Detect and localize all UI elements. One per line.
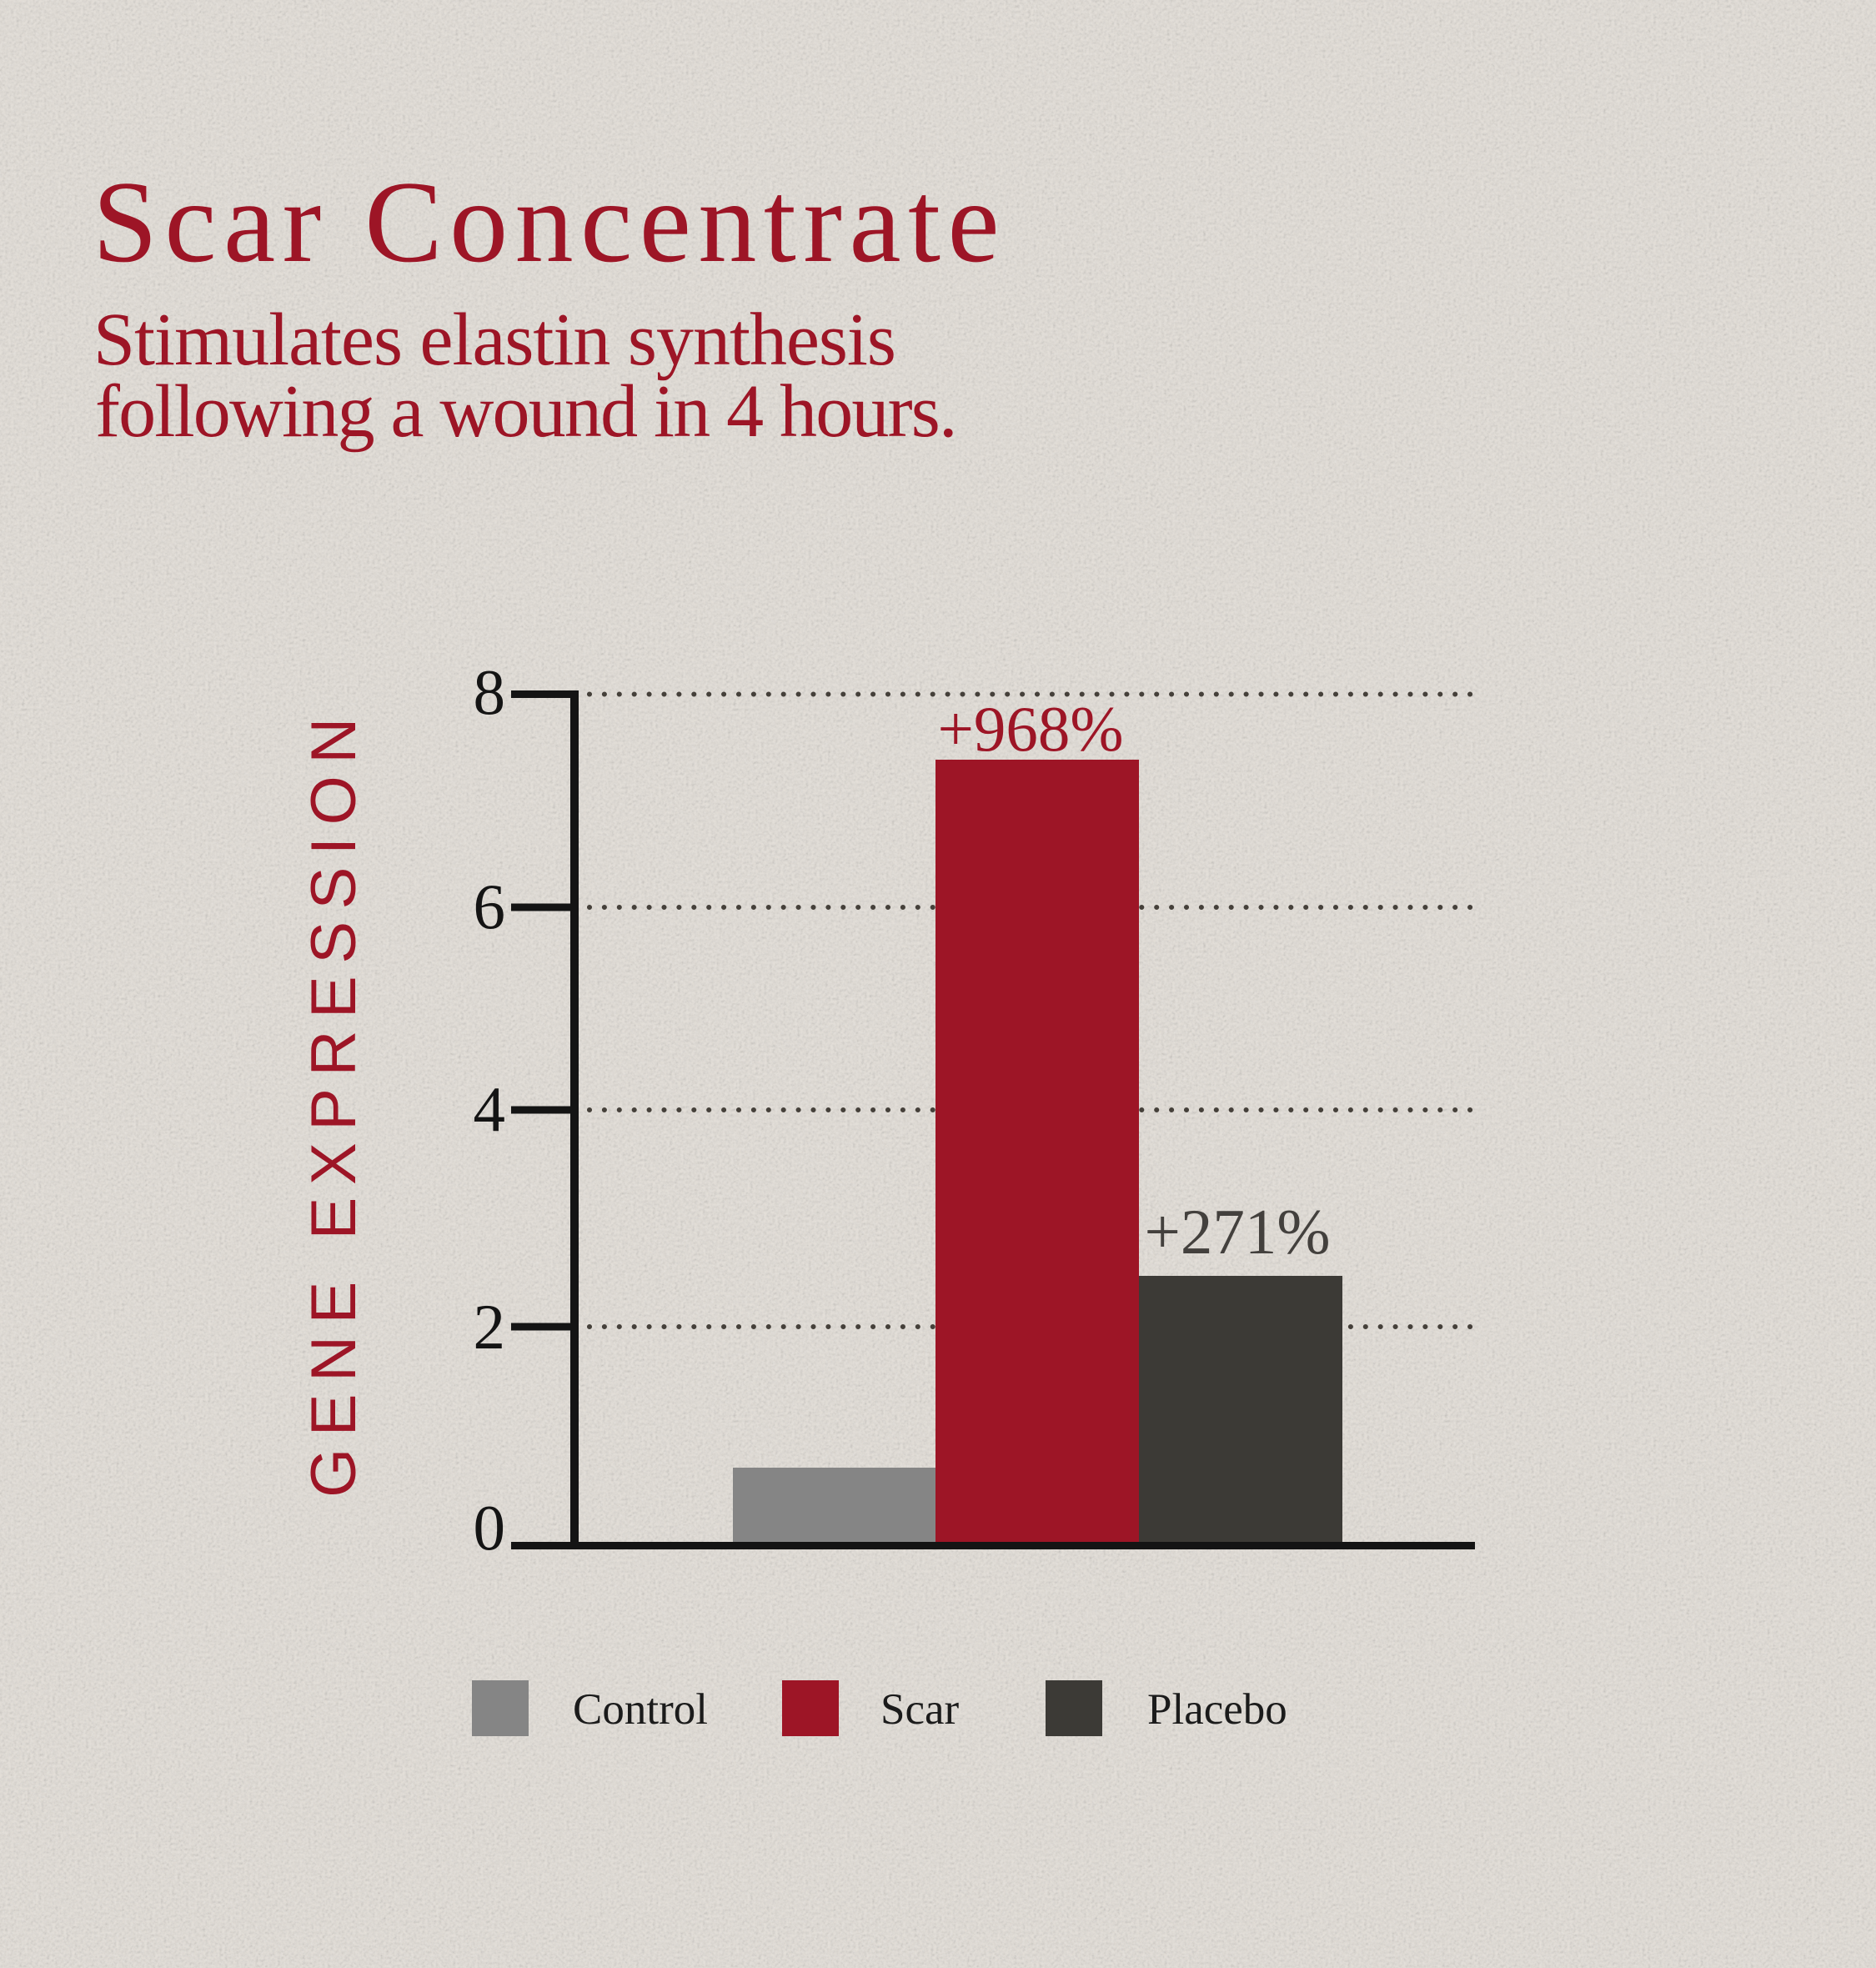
svg-text:6: 6 — [474, 871, 506, 942]
svg-text:4: 4 — [474, 1073, 506, 1145]
svg-text:8: 8 — [474, 656, 506, 728]
svg-text:0: 0 — [474, 1492, 506, 1564]
svg-text:Control: Control — [573, 1685, 708, 1734]
svg-text:+968%: +968% — [937, 693, 1123, 765]
svg-text:following a wound in 4 hours.: following a wound in 4 hours. — [95, 370, 956, 453]
svg-text:GENE EXPRESSION: GENE EXPRESSION — [298, 705, 369, 1498]
svg-text:+271%: +271% — [1144, 1196, 1330, 1268]
svg-text:2: 2 — [474, 1291, 506, 1363]
svg-text:Scar Concentrate: Scar Concentrate — [93, 158, 1006, 287]
svg-text:Stimulates elastin synthesis: Stimulates elastin synthesis — [93, 299, 895, 381]
svg-text:Placebo: Placebo — [1147, 1685, 1287, 1734]
svg-text:Scar: Scar — [880, 1685, 960, 1734]
